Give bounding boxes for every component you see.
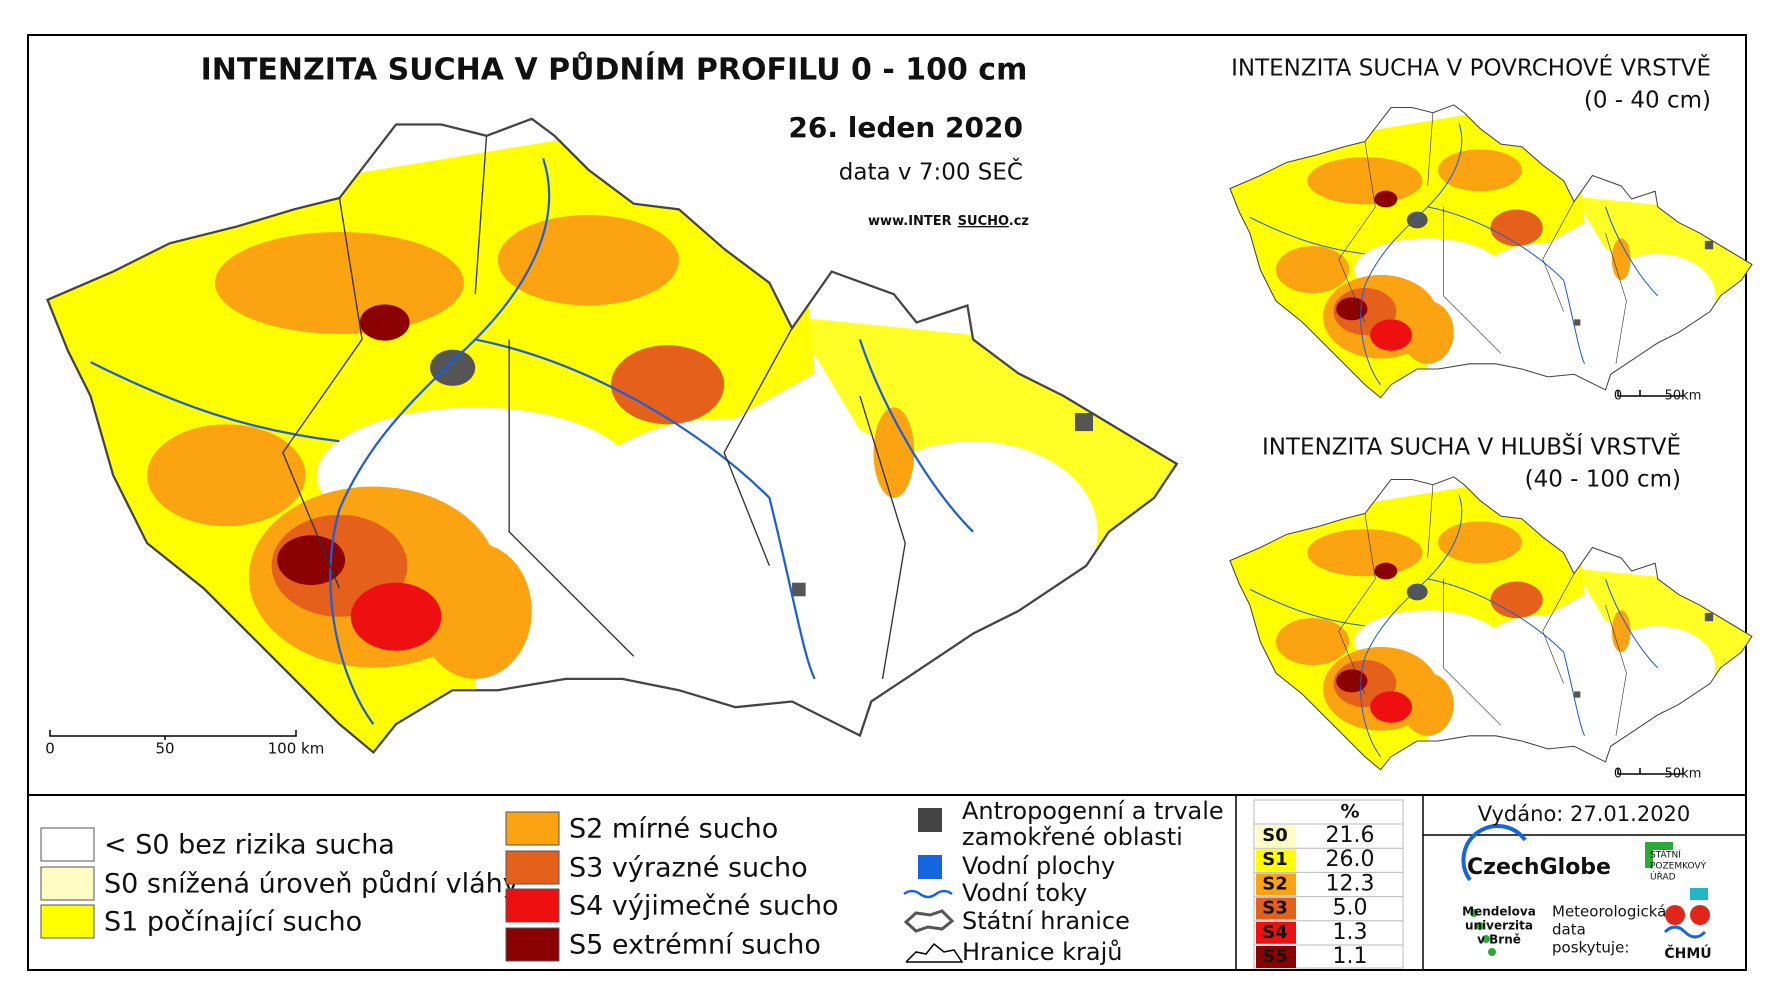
legend-label: S2 mírné sucho — [569, 814, 778, 845]
table-class-cell — [1256, 897, 1296, 920]
legend-swatch — [40, 827, 95, 862]
legend-label: S1 počínající sucho — [104, 907, 362, 938]
legend-label: S0 snížená úroveň půdní vláhy — [104, 869, 519, 900]
table-class: S1 — [1262, 849, 1288, 870]
legend-swatch — [505, 927, 560, 962]
website-part: SUCHO — [958, 214, 1009, 229]
inset-map — [1218, 469, 1757, 783]
table-class-cell — [1256, 873, 1296, 896]
table-class: S2 — [1262, 873, 1288, 894]
legend-swatch — [505, 888, 560, 923]
legend-label: S5 extrémní sucho — [569, 930, 821, 961]
legend-swatch — [40, 866, 95, 901]
legend-swatch — [40, 904, 95, 939]
table-header: % — [1340, 801, 1359, 823]
scale-label: 50 — [155, 740, 174, 758]
table-class-cell — [1256, 946, 1296, 968]
legend-label: Antropogenní a trvale — [962, 797, 1224, 825]
logo-mendelu: v Brně — [1477, 933, 1521, 947]
main-map — [23, 102, 1188, 781]
frame — [27, 34, 1747, 971]
table-value: 12.3 — [1326, 871, 1375, 896]
inset-title: INTENZITA SUCHA V HLUBŠÍ VRSTVĚ — [1262, 433, 1681, 461]
map-title: INTENZITA SUCHA V PŮDNÍM PROFILU 0 - 100… — [201, 51, 1028, 88]
scale-label: 0 — [45, 740, 55, 758]
legend-label: Hranice krajů — [962, 938, 1122, 966]
table-class-cell — [1256, 921, 1296, 944]
legend-swatch — [505, 811, 560, 846]
legend-label: S3 výrazné sucho — [569, 853, 808, 884]
provider-text: poskytuje: — [1552, 939, 1629, 957]
website-part: www. — [868, 214, 908, 229]
table-value: 5.0 — [1333, 896, 1368, 921]
table-class: S0 — [1262, 825, 1288, 846]
scale-label: 100 km — [268, 740, 325, 758]
scale-bars — [49, 390, 1684, 775]
inset-subtitle: (40 - 100 cm) — [1525, 467, 1681, 493]
legend-label: Státní hranice — [962, 907, 1130, 935]
legend-label: zamokřené oblasti — [962, 823, 1183, 851]
logo-spu: POZEMKOVÝ — [1650, 860, 1707, 872]
data-time: data v 7:00 SEČ — [839, 158, 1023, 186]
logo-mendelu: univerzita — [1465, 919, 1533, 933]
scale-label: 50km — [1665, 389, 1702, 404]
scale-label: 0 — [1614, 389, 1622, 404]
website-part: INTER — [908, 214, 951, 229]
logo-chmu: ČHMÚ — [1664, 944, 1711, 962]
inset-map — [1218, 97, 1757, 411]
scale-label: 50km — [1665, 767, 1702, 782]
issued-date: Vydáno: 27.01.2020 — [1478, 802, 1691, 826]
table-class-cell — [1256, 825, 1296, 847]
website: www.INTER SUCHO.cz — [868, 214, 1029, 229]
inset-subtitle: (0 - 40 cm) — [1584, 88, 1711, 114]
table-value: 26.0 — [1326, 847, 1375, 872]
legend-label: < S0 bez rizika sucha — [104, 830, 395, 861]
table-class: S5 — [1262, 946, 1288, 967]
legend-swatch — [505, 850, 560, 885]
table-class-cell — [1256, 849, 1296, 872]
feature-icons — [903, 808, 964, 963]
table-class: S3 — [1262, 898, 1288, 919]
legend-label: Vodní toky — [962, 879, 1087, 907]
map-date: 26. leden 2020 — [788, 111, 1023, 144]
provider-text: Meteorologická — [1552, 903, 1666, 921]
logo-czechglobe: CzechGlobe — [1467, 855, 1611, 880]
logo-shapes — [1461, 824, 1710, 956]
table-value: 1.3 — [1333, 920, 1368, 945]
table-class: S4 — [1262, 922, 1288, 943]
scale-label: 0 — [1614, 767, 1622, 782]
legend-label: S4 výjimečné sucho — [569, 891, 839, 922]
logo-spu: STÁTNÍ — [1650, 849, 1681, 861]
logo-mendelu: Mendelova — [1462, 905, 1536, 919]
table-value: 1.1 — [1333, 944, 1368, 969]
logo-spu: ÚŘAD — [1650, 871, 1676, 883]
website-part: .cz — [1009, 214, 1029, 229]
table-value: 21.6 — [1326, 823, 1375, 848]
provider-text: data — [1552, 921, 1586, 939]
inset-title: INTENZITA SUCHA V POVRCHOVÉ VRSTVĚ — [1231, 54, 1711, 82]
table-frame — [1253, 799, 1404, 969]
legend-label: Vodní plochy — [962, 852, 1115, 880]
